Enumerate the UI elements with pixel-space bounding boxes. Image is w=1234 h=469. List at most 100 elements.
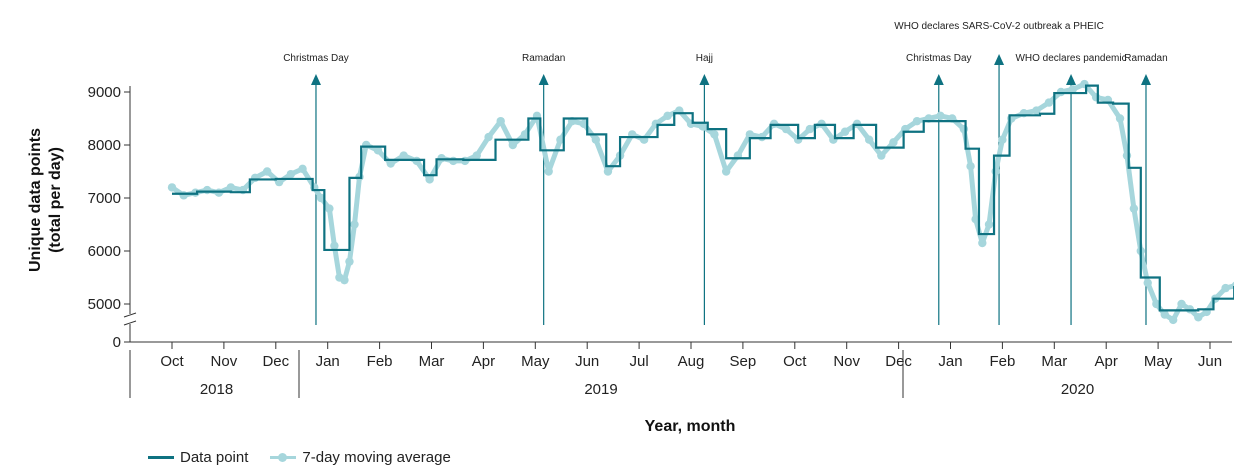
axes-layer: 9000 8000 7000 6000 5000 0 Oct Nov Dec Jan Feb Mar A… <box>88 84 1232 398</box>
y-tick-label: 8000 <box>88 137 121 154</box>
year-label: 2018 <box>200 381 233 398</box>
event-label: Christmas Day <box>283 53 349 64</box>
y-tick-label: 6000 <box>88 243 121 260</box>
y-tick-label: 7000 <box>88 190 121 207</box>
y-axis-break-mark <box>123 320 137 326</box>
moving-average-point <box>1032 106 1041 115</box>
x-tick-label: Nov <box>211 353 238 370</box>
moving-average-point <box>262 167 272 176</box>
legend: Data point 7-day moving average <box>148 449 451 466</box>
moving-average-point <box>745 130 755 139</box>
moving-average-point <box>877 151 886 160</box>
moving-average-point <box>991 167 1000 176</box>
x-tick-label: Dec <box>262 353 289 370</box>
moving-average-point <box>1115 114 1125 123</box>
moving-average-point <box>1122 151 1132 160</box>
moving-average-point <box>936 111 945 121</box>
event-arrow <box>1140 74 1151 85</box>
legend-swatch-moving-average <box>270 453 297 462</box>
y-axis-title-line-2: (total per day) <box>47 147 64 253</box>
moving-average-point <box>805 124 815 134</box>
moving-average-point <box>1080 79 1089 89</box>
moving-average-point <box>544 167 553 176</box>
x-tick-label: Nov <box>833 353 860 370</box>
moving-average-point <box>286 169 296 179</box>
moving-average-point <box>1143 278 1152 287</box>
moving-average-point <box>167 183 177 192</box>
moving-average-point <box>386 159 395 168</box>
moving-average-point <box>864 135 874 144</box>
moving-average-point <box>966 162 975 171</box>
x-tick-label: May <box>1144 353 1173 370</box>
y-axis-break-mark <box>123 312 137 318</box>
event-arrow <box>310 74 321 85</box>
event-arrow <box>994 54 1005 65</box>
moving-average-point <box>350 220 359 229</box>
x-tick-label: Feb <box>367 353 393 370</box>
y-tick-label: 9000 <box>88 84 121 101</box>
moving-average-point <box>1129 204 1139 213</box>
moving-average-point <box>959 124 969 134</box>
moving-average-point <box>202 185 212 195</box>
x-tick-label: Mar <box>419 353 445 370</box>
event-label: Hajj <box>696 53 713 64</box>
moving-average-point <box>912 116 922 126</box>
event-arrow <box>933 74 944 85</box>
x-tick-label: Apr <box>1095 353 1118 370</box>
y-axis-title: Unique data points (total per day) <box>27 128 64 272</box>
x-tick-label: May <box>521 353 550 370</box>
event-arrow <box>699 74 710 85</box>
x-tick-label: Jan <box>316 353 340 370</box>
moving-average-point <box>472 151 481 160</box>
x-tick-label: Mar <box>1041 353 1067 370</box>
moving-average-point <box>603 167 613 176</box>
x-tick-label: Jan <box>938 353 962 370</box>
moving-average-point <box>226 183 236 192</box>
x-tick-label: Dec <box>885 353 912 370</box>
event-arrow <box>538 74 549 85</box>
event-arrow <box>1066 74 1077 85</box>
moving-average-point <box>889 138 898 147</box>
moving-average-point <box>781 124 791 134</box>
moving-average-point <box>579 119 589 128</box>
moving-average-point <box>1160 310 1169 319</box>
moving-average-point <box>840 127 850 136</box>
moving-average-line <box>169 81 1234 323</box>
moving-average-point <box>591 135 601 144</box>
events-layer: Christmas Day Ramadan Hajj Christmas Day WHO… <box>283 21 1168 325</box>
moving-average-point <box>520 130 530 139</box>
moving-average-point <box>508 140 518 150</box>
moving-average-point <box>721 167 731 176</box>
moving-average-point <box>698 122 707 131</box>
x-axis-title: Year, month <box>645 418 736 435</box>
moving-average-point <box>316 193 326 203</box>
year-label: 2020 <box>1061 381 1094 398</box>
data-point-layer <box>172 84 1234 312</box>
moving-average-point <box>425 175 434 184</box>
moving-average-point <box>449 156 458 166</box>
moving-average-point <box>399 151 408 160</box>
moving-average-point <box>1194 313 1203 322</box>
moving-average-point <box>330 241 339 250</box>
y-tick-label: 0 <box>113 334 121 351</box>
x-tick-label: Feb <box>989 353 1015 370</box>
x-tick-label: Jun <box>575 353 599 370</box>
moving-average-point <box>298 164 307 174</box>
moving-average-point <box>556 135 565 144</box>
event-label: Ramadan <box>1124 53 1167 64</box>
moving-average-point <box>1152 299 1161 309</box>
x-tick-label: Jul <box>630 353 649 370</box>
x-tick-label: Aug <box>678 353 705 370</box>
moving-average-point <box>340 275 349 285</box>
moving-average-point <box>829 135 838 144</box>
moving-average-point <box>325 204 334 213</box>
legend-label-data-point: Data point <box>180 449 249 466</box>
moving-average-point <box>1044 98 1054 107</box>
legend-label-moving-average: 7-day moving average <box>302 449 451 466</box>
moving-average-point <box>1068 85 1077 94</box>
y-tick-label: 5000 <box>88 296 121 313</box>
moving-average-point <box>663 111 672 121</box>
year-label: 2019 <box>584 381 617 398</box>
event-label: Ramadan <box>522 53 565 64</box>
x-tick-label: Jun <box>1198 353 1222 370</box>
